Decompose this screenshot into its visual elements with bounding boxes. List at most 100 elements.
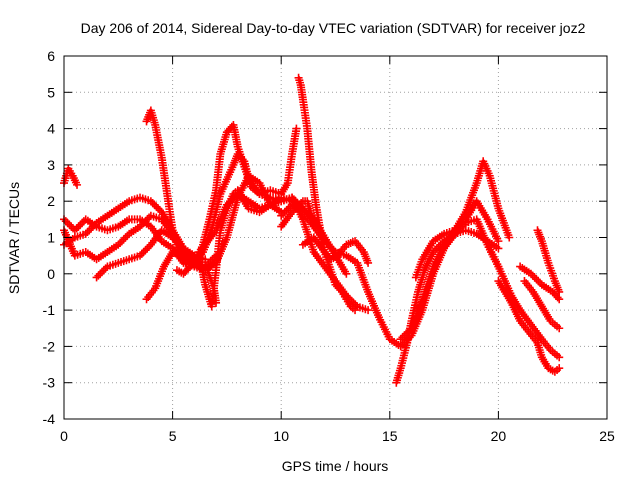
data-point <box>398 333 407 342</box>
series-sat-r <box>494 277 564 376</box>
data-point <box>555 287 564 296</box>
chart-title: Day 206 of 2014, Sidereal Day-to-day VTE… <box>81 20 586 36</box>
data-point <box>555 324 564 333</box>
data-point <box>320 237 329 246</box>
data-point <box>145 213 154 222</box>
data-point <box>92 273 101 282</box>
x-tick-label: 10 <box>273 428 289 444</box>
x-tick-label: 5 <box>169 428 177 444</box>
data-point <box>458 218 467 227</box>
data-point <box>280 208 289 217</box>
series-sat-k <box>277 200 503 351</box>
data-point <box>311 218 320 227</box>
data-point <box>364 306 373 315</box>
data-point <box>67 222 76 231</box>
data-point <box>96 269 105 278</box>
data-point <box>364 258 373 267</box>
data-point <box>326 242 335 251</box>
data-point <box>83 228 92 237</box>
data-point <box>282 206 291 215</box>
data-point <box>277 211 286 220</box>
data-point <box>141 246 150 255</box>
series-sat-q <box>483 240 564 362</box>
data-point <box>530 273 539 282</box>
data-point <box>101 264 110 273</box>
data-point <box>99 266 108 275</box>
y-tick-label: 2 <box>47 193 55 209</box>
data-point <box>289 206 298 215</box>
data-point <box>155 206 164 215</box>
data-point <box>190 257 199 266</box>
data-point <box>143 215 152 224</box>
data-point <box>141 217 150 226</box>
y-tick-label: 4 <box>47 121 55 137</box>
data-point <box>70 226 79 235</box>
x-tick-label: 25 <box>599 428 615 444</box>
data-point <box>121 233 130 242</box>
data-point <box>291 204 300 213</box>
grid-lines <box>64 56 607 419</box>
data-point <box>279 209 288 218</box>
data-point <box>403 327 412 336</box>
y-axis-label: SDTVAR / TECUs <box>6 182 22 294</box>
data-point <box>78 218 87 227</box>
series-sat-h <box>172 120 301 278</box>
data-point <box>555 364 564 373</box>
data-point <box>74 222 83 231</box>
data-point <box>402 329 411 338</box>
data-point <box>152 202 161 211</box>
series-sat-l <box>298 233 360 315</box>
data-point <box>297 199 306 208</box>
data-point <box>400 331 409 340</box>
data-point <box>136 251 145 260</box>
data-point <box>117 237 126 246</box>
data-point <box>292 124 301 133</box>
data-point <box>555 353 564 362</box>
data-point <box>81 229 90 238</box>
axis-ticks: 0 5 10 15 20 25 -4 -3 -2 -1 0 1 2 3 4 5 6 <box>43 48 615 444</box>
data-point <box>137 249 146 258</box>
series-sat-i <box>194 186 286 311</box>
y-tick-label: -1 <box>43 302 56 318</box>
data-point <box>396 342 405 351</box>
data-point <box>65 220 74 229</box>
data-point <box>293 202 302 211</box>
data-point <box>405 326 414 335</box>
data-point <box>154 204 163 213</box>
data-point <box>456 220 465 229</box>
data-point <box>146 197 155 206</box>
data-point <box>63 218 72 227</box>
data-point <box>324 240 333 249</box>
y-tick-label: 0 <box>47 266 55 282</box>
data-point <box>114 240 123 249</box>
data-point <box>288 208 297 217</box>
data-point <box>119 235 128 244</box>
data-point <box>94 271 103 280</box>
data-point <box>322 238 331 247</box>
series-sat-n <box>392 226 503 387</box>
data-point <box>139 248 148 257</box>
series-sat-a <box>60 164 82 189</box>
series-sat-o <box>396 157 514 344</box>
data-point <box>327 244 336 253</box>
plot-frame <box>63 55 608 420</box>
y-tick-label: 1 <box>47 230 55 246</box>
data-point <box>336 286 345 295</box>
data-point <box>73 180 82 189</box>
data-point <box>284 204 293 213</box>
y-tick-label: 5 <box>47 84 55 100</box>
series-sat-u <box>520 277 564 333</box>
data-point <box>351 306 360 315</box>
data-point <box>76 220 85 229</box>
series-sat-s <box>516 262 564 304</box>
data-point <box>532 275 541 284</box>
data-point <box>150 200 159 209</box>
series-sat-t <box>533 226 564 296</box>
data-point <box>555 295 564 304</box>
data-point <box>148 199 157 208</box>
data-point <box>342 269 351 278</box>
data-point <box>526 269 535 278</box>
data-point <box>454 222 463 231</box>
